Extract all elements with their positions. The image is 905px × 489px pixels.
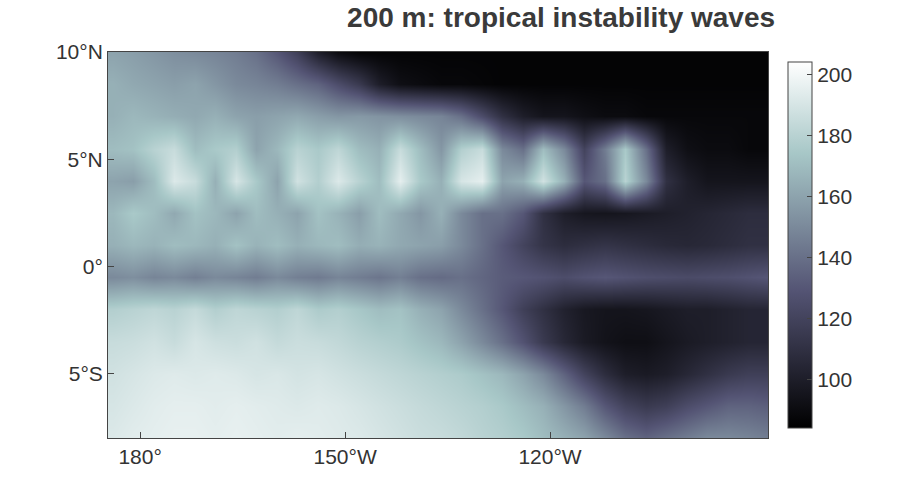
svg-text:200: 200 <box>817 63 852 86</box>
svg-text:10°N: 10°N <box>56 40 103 63</box>
svg-text:120°W: 120°W <box>518 445 581 468</box>
svg-text:200 m: tropical instability wa: 200 m: tropical instability waves <box>347 2 775 33</box>
svg-text:180: 180 <box>817 124 852 147</box>
svg-text:100: 100 <box>817 368 852 391</box>
svg-text:140: 140 <box>817 246 852 269</box>
svg-text:180°: 180° <box>118 445 161 468</box>
svg-text:5°S: 5°S <box>69 362 103 385</box>
svg-text:120: 120 <box>817 307 852 330</box>
svg-text:150°W: 150°W <box>313 445 376 468</box>
svg-text:0°: 0° <box>83 255 103 278</box>
svg-text:5°N: 5°N <box>68 148 103 171</box>
svg-text:160: 160 <box>817 185 852 208</box>
